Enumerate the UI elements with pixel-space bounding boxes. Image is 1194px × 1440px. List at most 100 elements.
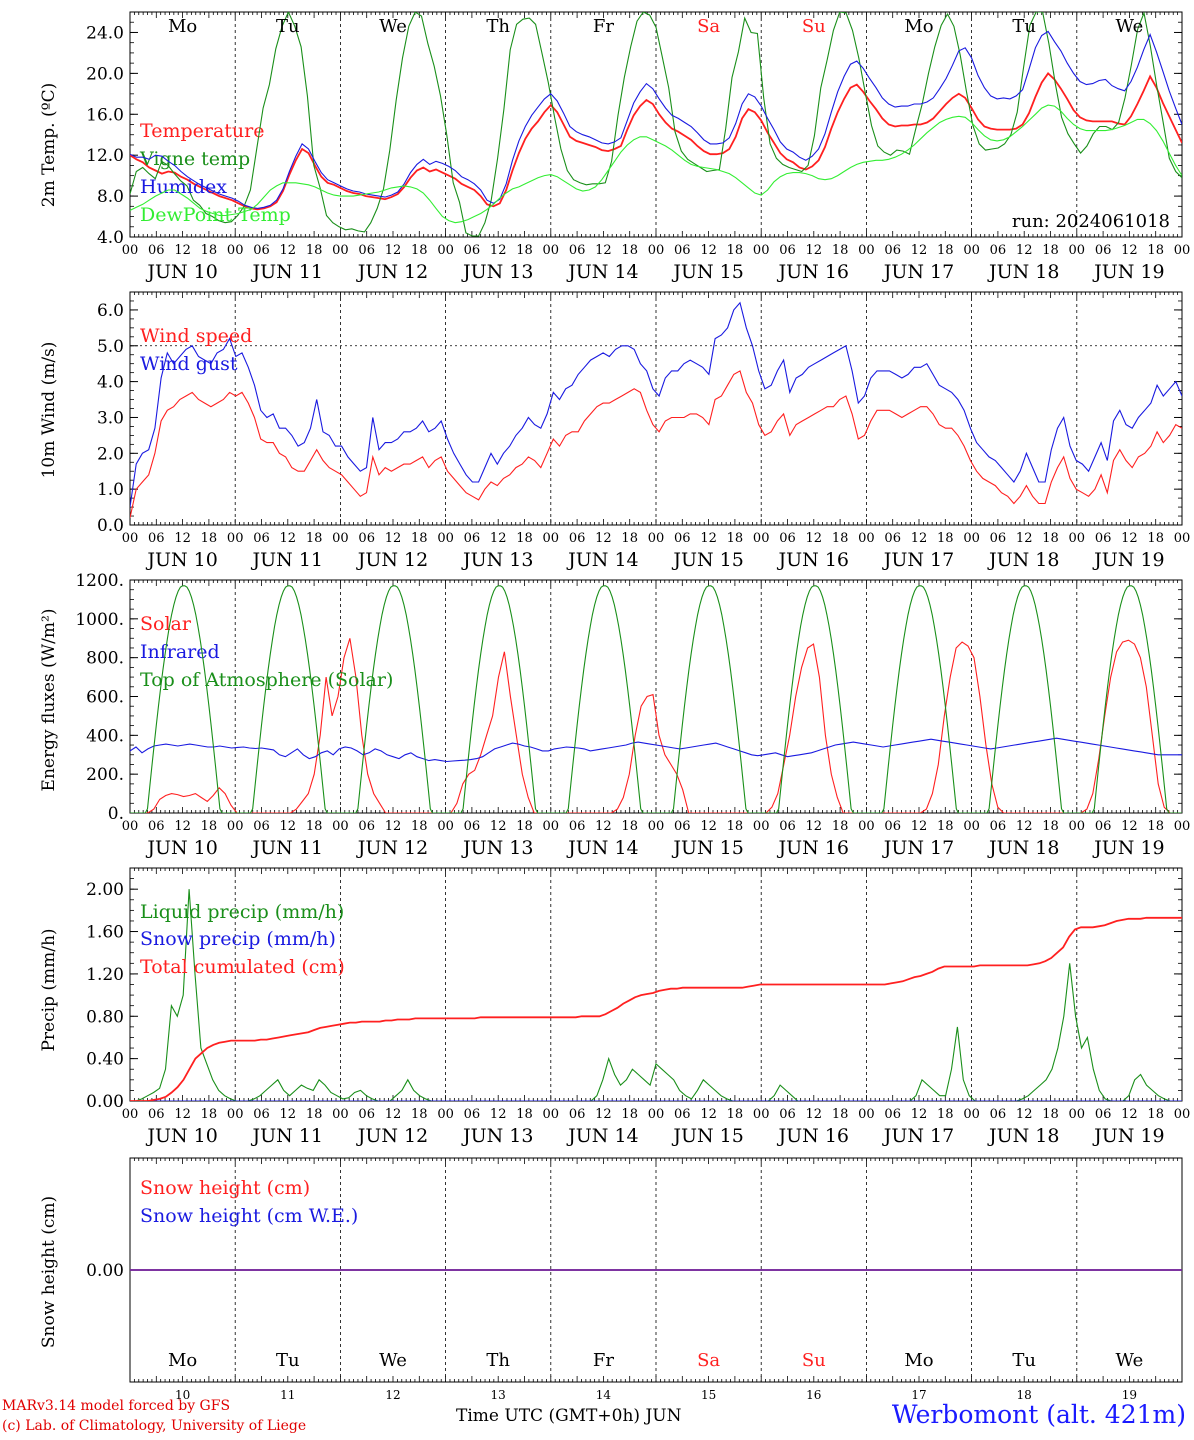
day-label: JUN 12 [356, 837, 428, 859]
legend-entry: Infrared [140, 641, 220, 663]
day-label: JUN 14 [566, 261, 638, 283]
day-name: Tu [276, 1350, 300, 1371]
y-tick-label: 800. [86, 649, 124, 669]
hour-label: 06 [884, 243, 901, 258]
day-name: Fr [593, 1350, 614, 1371]
legend-entry: Wind gust [140, 353, 238, 375]
hour-label: 00 [753, 531, 770, 546]
hour-label: 00 [332, 819, 349, 834]
hour-label: 18 [306, 1107, 323, 1122]
y-axis-label: 10m Wind (m/s) [39, 342, 59, 479]
hour-label: 00 [332, 531, 349, 546]
hour-label: 06 [779, 819, 796, 834]
day-label: JUN 15 [671, 1125, 743, 1147]
day-name: Mo [168, 1350, 197, 1371]
panel-3: 1200. 1000. 800. 600. 400. 200. 0. Energy fluxe… [39, 571, 1190, 859]
hour-label: 12 [385, 819, 402, 834]
hour-label: 00 [963, 819, 980, 834]
hour-label: 06 [569, 243, 586, 258]
hour-label: 06 [464, 531, 481, 546]
hour-label: 18 [201, 1107, 218, 1122]
hour-label: 18 [727, 243, 744, 258]
hour-label: 18 [621, 531, 638, 546]
day-number: 16 [806, 1388, 821, 1402]
run-annotation: run: 2024061018 [1012, 211, 1170, 232]
hour-label: 12 [280, 1107, 297, 1122]
hour-label: 00 [753, 243, 770, 258]
day-label: JUN 18 [987, 837, 1059, 859]
day-label: JUN 14 [566, 1125, 638, 1147]
hour-label: 06 [884, 1107, 901, 1122]
hour-label: 00 [227, 243, 244, 258]
hour-label: 06 [884, 819, 901, 834]
hour-label: 00 [227, 819, 244, 834]
day-label: JUN 17 [882, 837, 954, 859]
hour-label: 18 [516, 819, 533, 834]
series-line-total-cumulated-cm [130, 916, 1182, 1101]
day-number: 18 [1017, 1388, 1032, 1402]
hour-label: 12 [806, 1107, 823, 1122]
panel-2: 6.0 5.0 4.0 3.0 2.0 1.0 0.0 10m Wind (m/s) Wind … [39, 291, 1190, 571]
day-name: Fr [593, 16, 614, 37]
hour-label: 12 [280, 531, 297, 546]
y-tick-label: 24.0 [86, 23, 124, 43]
legend-entry: Vigne temp [139, 148, 250, 170]
day-name: Su [802, 1350, 826, 1371]
hour-label: 06 [464, 1107, 481, 1122]
y-tick-label: 0.00 [86, 1261, 124, 1281]
hour-label: 12 [806, 819, 823, 834]
day-name: Tu [1012, 16, 1036, 37]
y-tick-label: 1.0 [97, 480, 124, 500]
hour-label: 18 [411, 531, 428, 546]
hour-label: 18 [516, 243, 533, 258]
hour-label: 06 [358, 531, 375, 546]
day-name: Mo [904, 1350, 933, 1371]
hour-label: 12 [595, 1107, 612, 1122]
y-tick-label: 1000. [75, 610, 124, 630]
hour-label: 12 [595, 819, 612, 834]
legend-entry: Total cumulated (cm) [140, 956, 345, 978]
y-tick-label: 5.0 [97, 337, 124, 357]
hour-label: 06 [1095, 531, 1112, 546]
hour-label: 06 [674, 819, 691, 834]
hour-label: 00 [122, 819, 139, 834]
y-tick-label: 6.0 [97, 301, 124, 321]
day-label: JUN 15 [671, 549, 743, 571]
hour-label: 12 [385, 243, 402, 258]
hour-label: 00 [227, 531, 244, 546]
hour-label: 06 [253, 1107, 270, 1122]
day-label: JUN 15 [671, 261, 743, 283]
hour-label: 06 [990, 243, 1007, 258]
y-tick-label: 0.80 [86, 1007, 124, 1027]
day-name: Tu [276, 16, 300, 37]
series-line-vigne-temp [130, 12, 1182, 237]
y-tick-label: 8.0 [97, 187, 124, 207]
day-name: Sa [697, 16, 720, 37]
day-number: 11 [280, 1388, 295, 1402]
hour-label: 00 [858, 531, 875, 546]
hour-label: 00 [437, 1107, 454, 1122]
hour-label: 00 [963, 1107, 980, 1122]
hour-label: 00 [858, 1107, 875, 1122]
hour-label: 18 [1042, 819, 1059, 834]
hour-label: 18 [1042, 243, 1059, 258]
hour-label: 18 [411, 243, 428, 258]
hour-label: 18 [937, 531, 954, 546]
hour-label: 12 [490, 819, 507, 834]
hour-label: 12 [490, 243, 507, 258]
day-label: JUN 12 [356, 549, 428, 571]
hour-label: 00 [122, 531, 139, 546]
hour-label: 18 [621, 243, 638, 258]
hour-label: 06 [779, 243, 796, 258]
hour-label: 18 [1147, 1107, 1164, 1122]
panel-4: 2.00 1.60 1.20 0.80 0.40 0.00 Precip (mm/h) Liq… [39, 867, 1191, 1147]
hour-label: 00 [1069, 819, 1086, 834]
y-tick-label: 0.00 [86, 1092, 124, 1112]
day-label: JUN 11 [251, 837, 323, 859]
hour-label: 06 [1095, 1107, 1112, 1122]
y-tick-label: 0.0 [97, 516, 124, 536]
hour-label: 00 [1174, 819, 1191, 834]
hour-label: 18 [306, 819, 323, 834]
hour-label: 00 [1174, 1107, 1191, 1122]
hour-label: 18 [201, 243, 218, 258]
